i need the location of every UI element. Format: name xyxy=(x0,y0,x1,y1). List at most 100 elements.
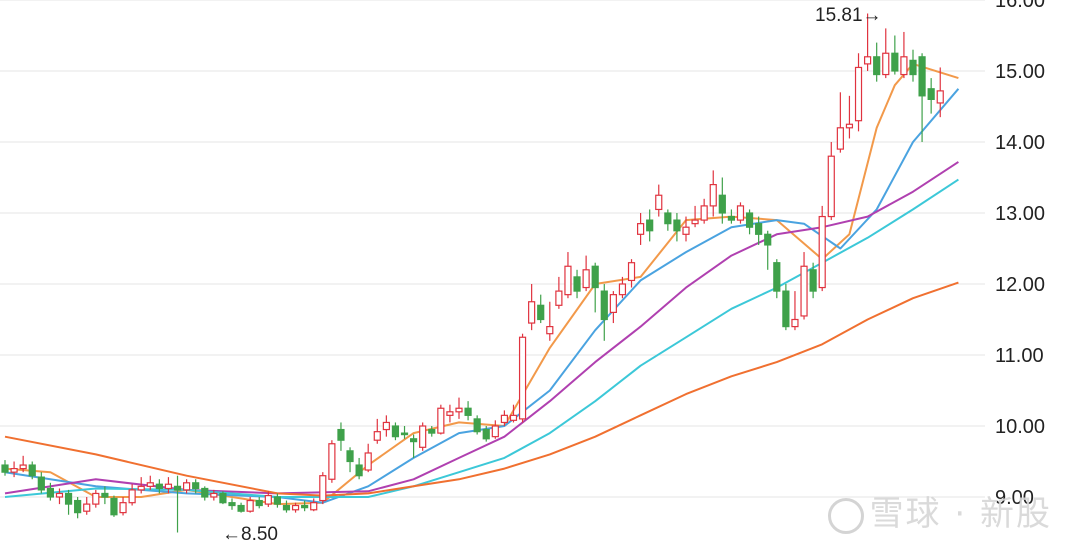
y-tick-label: 14.00 xyxy=(995,132,1045,154)
ma20-line xyxy=(4,161,959,495)
candle-body xyxy=(700,205,708,221)
candle xyxy=(537,294,545,324)
candle-body xyxy=(391,425,400,438)
candle xyxy=(773,259,781,299)
candle xyxy=(918,53,926,142)
candle xyxy=(691,205,699,228)
snowball-logo-icon xyxy=(827,497,864,534)
candle xyxy=(528,284,536,331)
candle xyxy=(46,482,55,501)
candle xyxy=(600,284,608,341)
candle-body xyxy=(19,464,27,470)
candle-body xyxy=(582,269,590,289)
candle-body xyxy=(500,414,508,424)
candle xyxy=(818,205,826,292)
y-tick-label: 10.00 xyxy=(995,416,1045,438)
candle-body xyxy=(101,492,109,498)
candle-body xyxy=(237,504,245,512)
candle xyxy=(128,484,136,506)
candle-body xyxy=(818,215,826,289)
candle xyxy=(500,410,508,426)
candle xyxy=(755,216,763,245)
candle-body xyxy=(664,212,672,225)
candle-body xyxy=(373,431,381,441)
candle xyxy=(718,177,726,224)
candle-body xyxy=(201,487,209,498)
candle xyxy=(110,495,118,517)
candle xyxy=(255,497,263,509)
candle-body xyxy=(736,205,745,221)
candle xyxy=(655,184,663,217)
candle-body xyxy=(555,290,563,306)
candle-body xyxy=(64,492,73,505)
candle xyxy=(555,276,563,309)
candle-body xyxy=(800,265,808,317)
candle xyxy=(446,404,454,423)
candle-body xyxy=(83,503,91,512)
y-tick-label: 16.00 xyxy=(995,0,1045,12)
candle-body xyxy=(827,155,835,218)
candle-body xyxy=(337,428,345,441)
candle-body xyxy=(400,432,409,436)
candle xyxy=(518,333,527,423)
candle xyxy=(891,35,899,75)
candle xyxy=(482,426,490,442)
candle xyxy=(546,301,554,341)
candle xyxy=(509,404,518,423)
candle-body xyxy=(228,502,236,507)
candle xyxy=(282,500,291,513)
candle-body xyxy=(764,233,772,246)
candle xyxy=(909,49,917,82)
candle xyxy=(92,489,100,508)
candle-body xyxy=(291,504,300,511)
candle-body xyxy=(28,464,36,477)
candle xyxy=(863,13,872,71)
candle xyxy=(328,440,336,483)
candle-body xyxy=(936,90,944,104)
candle xyxy=(927,78,935,114)
candle xyxy=(346,447,354,473)
candle xyxy=(155,479,163,494)
candle-body xyxy=(410,438,418,443)
candle xyxy=(364,443,372,473)
moving-average-lines xyxy=(4,62,960,506)
candle-body xyxy=(37,476,45,491)
candle xyxy=(709,170,717,217)
candle-body xyxy=(10,468,18,473)
grid-lines xyxy=(0,0,985,498)
candle-body xyxy=(609,294,617,313)
candle-body xyxy=(364,452,372,471)
candle xyxy=(845,95,854,139)
candle xyxy=(146,475,154,490)
candle xyxy=(736,202,745,224)
candle-body xyxy=(709,184,717,207)
candle-body xyxy=(528,301,536,324)
candle xyxy=(301,500,309,512)
low-price-annotation: ←8.50 xyxy=(222,524,278,545)
candle xyxy=(564,252,572,299)
candle-body xyxy=(310,502,318,511)
candle-body xyxy=(128,489,136,504)
candle xyxy=(609,291,617,324)
candle xyxy=(264,491,272,507)
candle-body xyxy=(627,262,636,282)
candle-body xyxy=(591,265,599,289)
candle xyxy=(219,491,227,505)
candle xyxy=(682,216,690,242)
candle-body xyxy=(155,483,163,490)
candle-body xyxy=(491,425,499,438)
y-tick-label: 15.00 xyxy=(995,61,1045,83)
y-axis-tick-labels: 16.00 15.00 14.00 13.00 12.00 11.00 10.00 9.00 xyxy=(995,0,1045,509)
candle xyxy=(410,434,418,458)
candle xyxy=(618,276,627,299)
ma60-line xyxy=(4,281,959,497)
candles xyxy=(1,13,944,533)
candle xyxy=(673,213,681,242)
candle xyxy=(873,42,881,82)
candle xyxy=(491,420,499,439)
candle-body xyxy=(255,499,263,507)
candle-body xyxy=(537,304,545,321)
candle-body xyxy=(428,428,436,434)
candle-body xyxy=(682,226,690,235)
candle-body xyxy=(164,483,173,490)
